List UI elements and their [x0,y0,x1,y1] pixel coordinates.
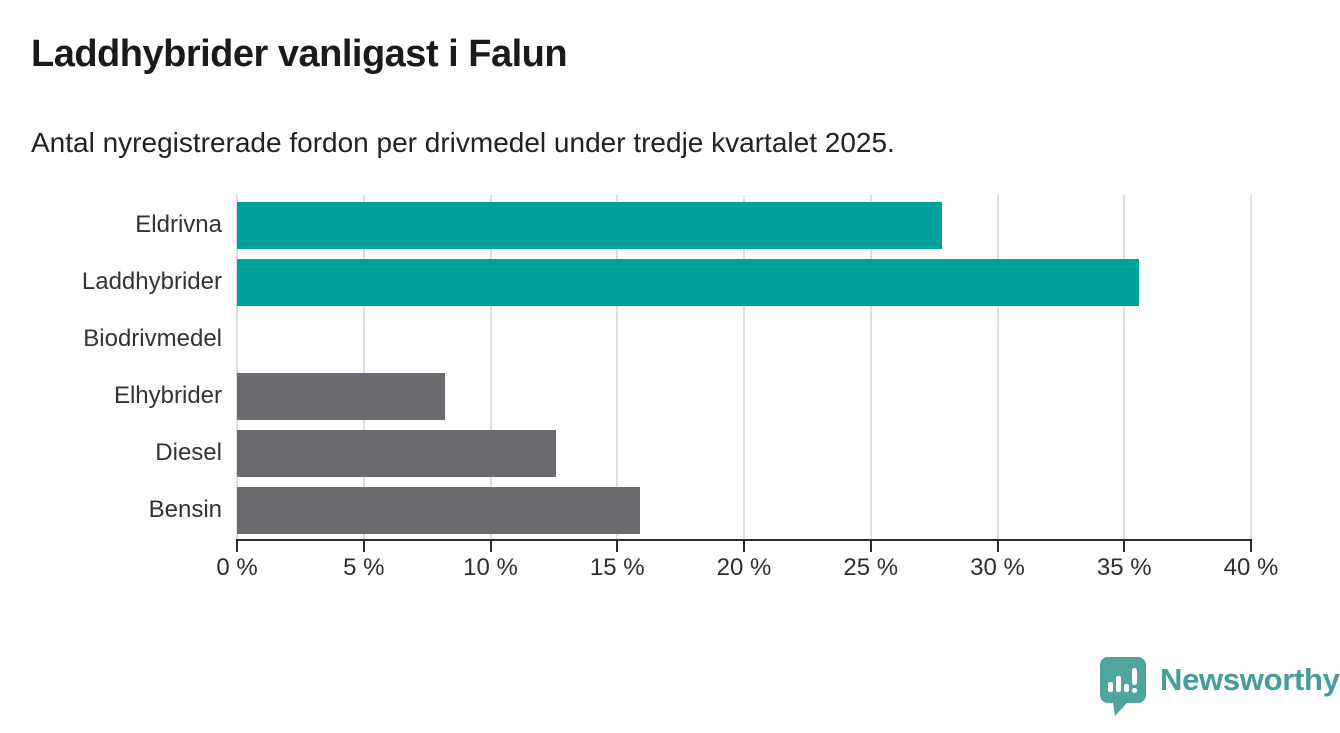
plot-area [236,195,1252,540]
chart-subtitle: Antal nyregistrerade fordon per drivmede… [31,127,895,158]
x-tick [996,541,999,552]
gridline [489,195,492,540]
category-label: Biodrivmedel [83,325,222,352]
x-axis-line [236,539,1252,541]
gridline [1123,195,1126,540]
newsworthy-logo-icon [1100,657,1146,716]
gridline [362,195,365,540]
category-label: Laddhybrider [81,268,222,295]
category-label: Elhybrider [113,382,222,409]
category-label: Diesel [155,439,222,466]
gridline [236,195,238,540]
bar-chart: 0 % 5 % 10 % 15 % 20 % 25 % 30 % 35 % 40 % Eldri… [81,195,1279,581]
x-tick [869,541,872,552]
chart-title: Laddhybrider vanligast i Falun [31,33,568,75]
bar-elhybrider [237,372,445,420]
x-tick [362,541,365,552]
newsworthy-brand: Newsworthy [1098,655,1340,717]
x-tick-label: 15 % [589,554,645,581]
x-tick-label: 10 % [463,554,518,581]
category-label: Bensin [148,496,222,523]
gridline [996,195,999,540]
x-tick-label: 0 % [216,554,258,581]
gridline [743,195,745,540]
x-tick [616,541,619,552]
x-tick [1250,541,1252,552]
x-tick [236,541,238,552]
newsworthy-brand-text: Newsworthy [1160,662,1340,697]
x-tick [743,541,745,552]
x-tick-label: 40 % [1223,554,1279,581]
x-tick-label: 20 % [716,554,772,581]
bar-eldrivna [237,201,942,249]
gridline [616,195,619,540]
gridline [869,195,872,540]
x-tick-label: 5 % [343,554,385,581]
x-tick [1123,541,1126,552]
x-tick [489,541,492,552]
gridline [1250,195,1252,540]
x-tick-label: 30 % [970,554,1025,581]
x-tick-label: 25 % [843,554,899,581]
bar-diesel [237,429,557,477]
bar-laddhybrider [237,258,1140,306]
x-tick-label: 35 % [1096,554,1152,581]
bar-bensin [237,486,641,534]
category-label: Eldrivna [135,211,222,238]
